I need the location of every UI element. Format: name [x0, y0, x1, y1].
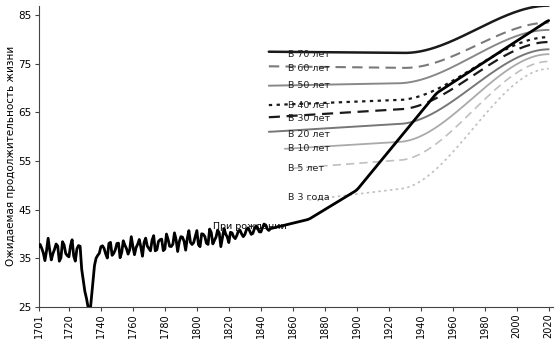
- Text: В 3 года: В 3 года: [288, 193, 330, 202]
- Y-axis label: Ожидаемая продолжительность жизни: Ожидаемая продолжительность жизни: [6, 46, 16, 266]
- Text: В 20 лет: В 20 лет: [288, 130, 330, 139]
- Text: В 30 лет: В 30 лет: [288, 114, 330, 123]
- Text: При рождении: При рождении: [213, 222, 287, 231]
- Text: В 5 лет: В 5 лет: [288, 164, 324, 173]
- Text: В 10 лет: В 10 лет: [288, 144, 330, 153]
- Text: В 60 лет: В 60 лет: [288, 64, 330, 73]
- Text: В 40 лет: В 40 лет: [288, 101, 330, 110]
- Text: В 50 лет: В 50 лет: [288, 81, 330, 90]
- Text: В 70 лет: В 70 лет: [288, 50, 330, 58]
